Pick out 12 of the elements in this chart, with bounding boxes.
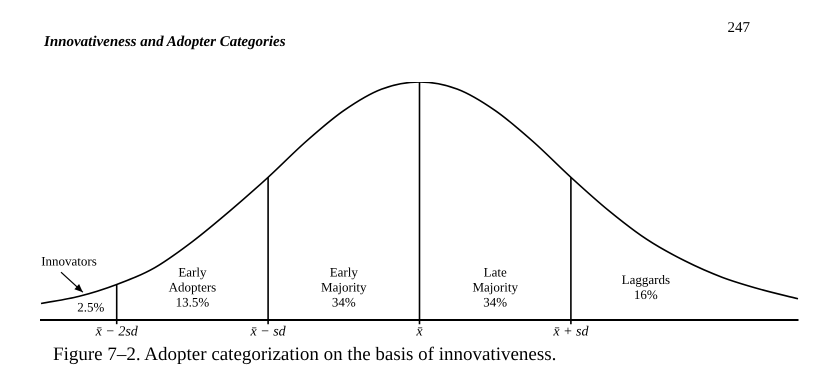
text: 247 xyxy=(728,20,750,37)
chart-title: Innovativeness and Adopter Categories xyxy=(44,34,286,51)
annotation: Early Adopters 13.5% xyxy=(168,264,216,310)
annotation: Early Majority 34% xyxy=(321,264,368,310)
x-tick-label: x̄ + sd xyxy=(552,324,590,340)
x-tick-label: x̄ xyxy=(415,324,424,340)
x-tick-label: x̄ − sd xyxy=(250,324,287,340)
caption: Figure 7–2. Adopter categorization on the basis of innovativeness. xyxy=(53,344,556,366)
annotation: Laggards 16% xyxy=(622,272,670,302)
x-tick-label: x̄ − 2sd xyxy=(94,324,139,340)
text: Innovators 2.5% xyxy=(41,254,104,315)
annotation: Late Majority 34% xyxy=(472,264,518,310)
